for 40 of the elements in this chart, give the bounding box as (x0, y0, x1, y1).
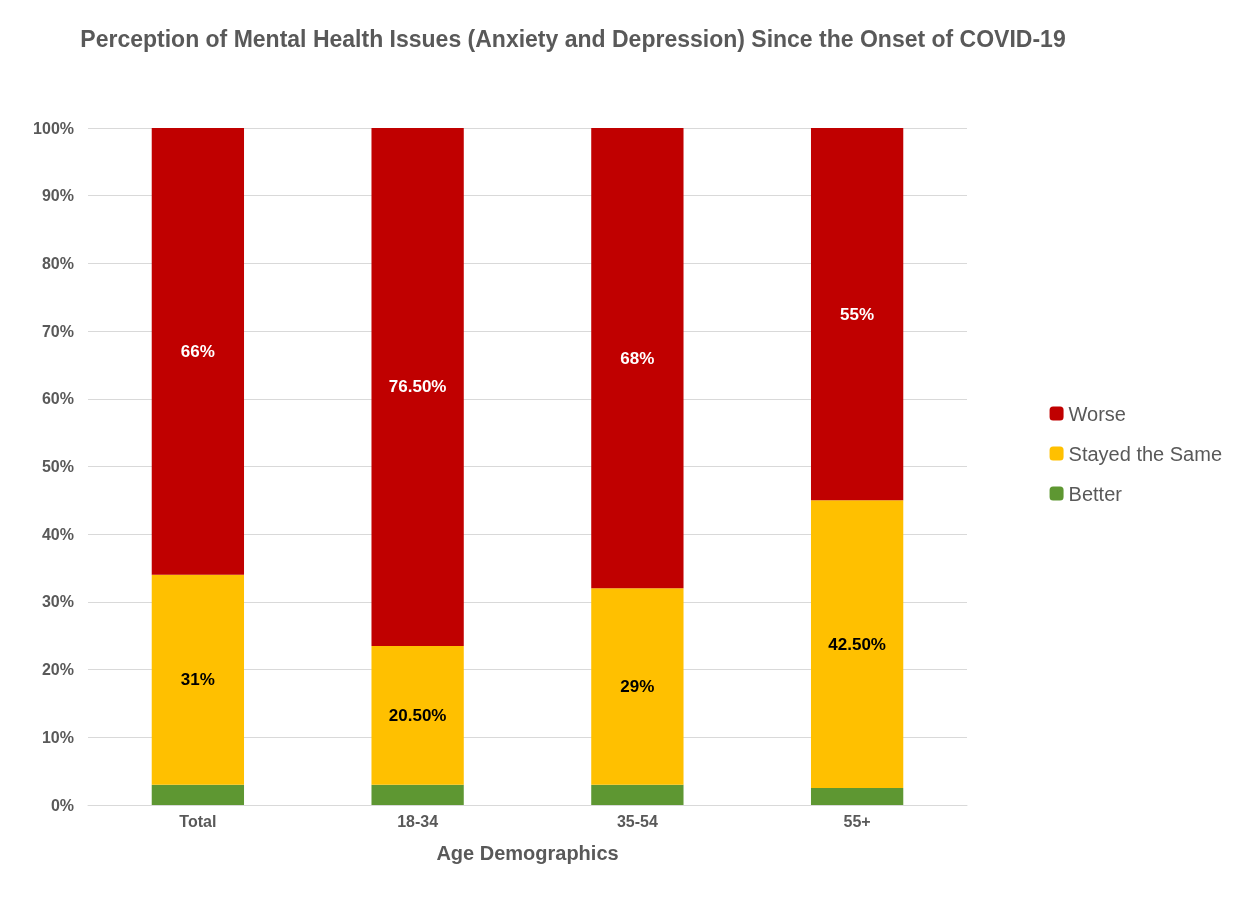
y-tick-label: 50% (41, 458, 74, 475)
data-label: 29% (620, 677, 655, 697)
x-tick-label: 35-54 (616, 812, 658, 830)
y-tick-label: 80% (41, 254, 74, 272)
legend-label: Stayed the Same (1068, 442, 1223, 465)
bar (151, 128, 245, 575)
y-tick-label: 0% (50, 796, 74, 814)
bar (371, 645, 464, 785)
bar (151, 574, 245, 785)
bar (371, 128, 464, 646)
bar (371, 784, 464, 805)
chart-title: Perception of Mental Health Issues (Anxiety and Depression) Since the Onset of COVID-19 (80, 26, 1066, 52)
data-label: 55% (840, 304, 875, 324)
data-label: 68% (620, 348, 655, 368)
y-tick-label: 60% (41, 390, 74, 408)
data-label: 42.50% (828, 634, 886, 654)
bar (591, 588, 684, 785)
data-label: 66% (180, 341, 215, 361)
x-tick-label: 55+ (843, 812, 871, 830)
x-tick-label: 18-34 (397, 812, 439, 830)
bar (591, 784, 684, 805)
y-tick-label: 20% (41, 661, 74, 679)
y-tick-label: 30% (41, 593, 74, 611)
bar (810, 788, 904, 805)
y-tick-label: 90% (41, 187, 74, 205)
legend-label: Worse (1068, 402, 1126, 425)
bar (810, 500, 904, 789)
y-tick-label: 40% (41, 525, 74, 543)
bar (591, 128, 684, 589)
legend-label: Better (1068, 482, 1123, 505)
data-label: 31% (180, 670, 215, 690)
data-label: 76.50% (388, 377, 447, 397)
y-tick-label: 10% (41, 728, 74, 746)
x-tick-label: Total (179, 812, 217, 830)
y-tick-label: 70% (41, 322, 74, 340)
data-label: 20.50% (388, 705, 447, 725)
bar (810, 128, 904, 501)
x-axis-title: Age Demographics (436, 842, 619, 864)
bar (151, 784, 245, 805)
y-tick-label: 100% (33, 119, 74, 137)
